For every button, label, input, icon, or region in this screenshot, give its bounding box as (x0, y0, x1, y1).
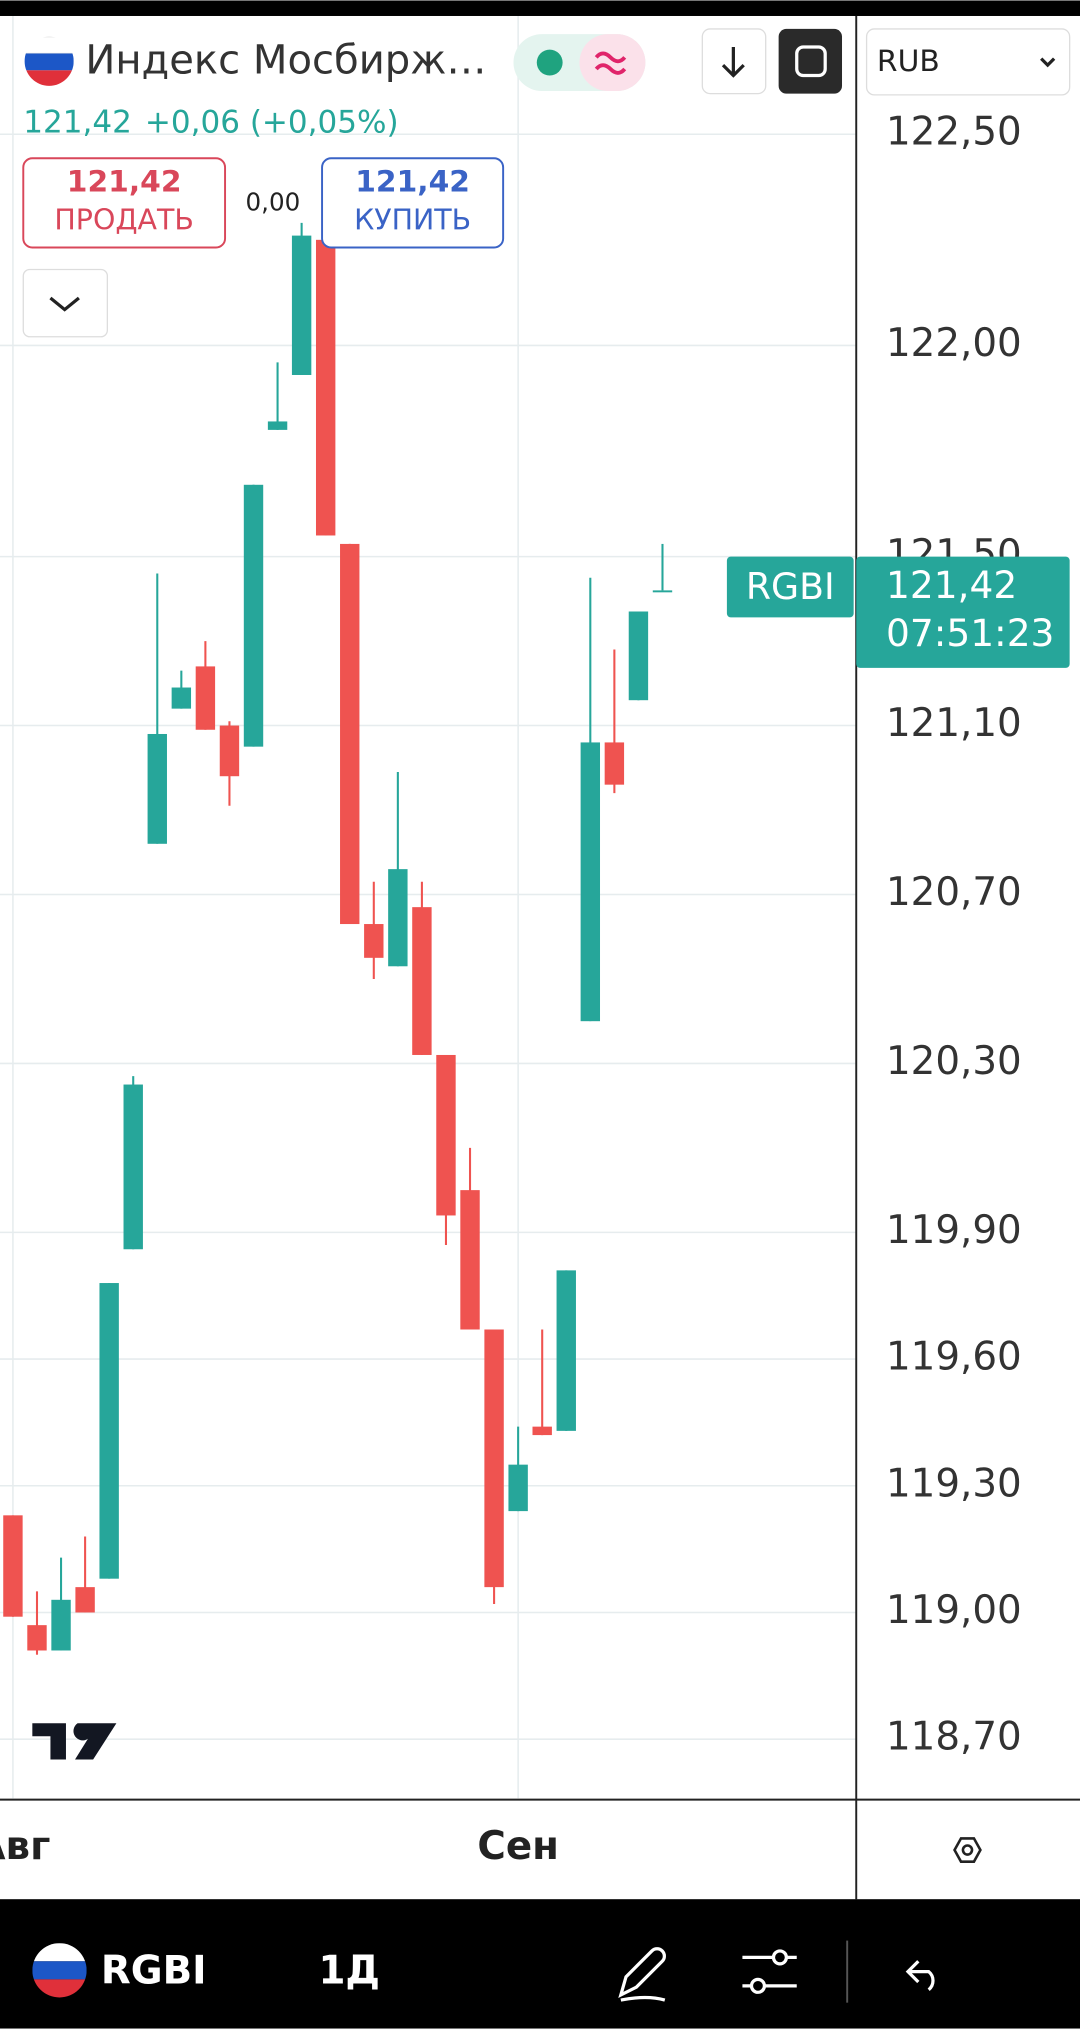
candle-body (460, 1190, 480, 1330)
settings-icon[interactable] (953, 1837, 982, 1863)
grid (0, 15, 857, 1799)
time-axis: Авг Сен (0, 1798, 1080, 1869)
y-tick-label: 119,60 (886, 1335, 1022, 1380)
sell-label: ПРОДАТЬ (54, 204, 193, 237)
y-tick-label: 122,50 (886, 110, 1022, 155)
fullscreen-icon (795, 45, 827, 78)
indicators-icon[interactable] (742, 1949, 797, 1994)
candle-body (123, 1084, 143, 1250)
logo (32, 1723, 117, 1760)
bottom-flag (32, 1943, 87, 1998)
symbol-tag (726, 556, 854, 618)
bottom-toolbar (0, 1899, 1080, 2029)
price-axis: 122,50122,00121,50121,10120,70120,30119,… (855, 15, 1022, 1900)
candle-body (580, 742, 601, 1022)
candle-body (652, 590, 673, 593)
buy-label: КУПИТЬ (354, 204, 471, 237)
price-change: +0,06 (+0,05%) (145, 104, 399, 140)
buy-price: 121,42 (355, 164, 470, 199)
candle-body (315, 239, 336, 536)
y-tick-label: 122,00 (886, 321, 1022, 366)
y-tick-label: 119,00 (886, 1588, 1022, 1633)
candle-body (99, 1283, 119, 1579)
candle-body (195, 666, 216, 730)
interval[interactable]: 1Д (318, 1948, 380, 1993)
price-tag (856, 556, 1070, 668)
flag (24, 36, 74, 86)
candle-body (219, 725, 240, 777)
candle-body (532, 1426, 552, 1436)
delayed-icon (594, 51, 627, 75)
candle-body (340, 543, 360, 925)
status-toggle-half (579, 34, 646, 92)
candle-body (412, 907, 432, 1055)
fullscreen-button[interactable] (778, 28, 843, 94)
sell-button[interactable] (22, 157, 227, 249)
y-tick-label: 120,70 (886, 870, 1022, 915)
currency-chevron (1040, 57, 1056, 68)
price-tag-countdown: 07:51:23 (886, 611, 1054, 655)
candle-body (388, 869, 408, 967)
candle-body (556, 1270, 576, 1431)
draw-tool-icon[interactable] (618, 1947, 666, 2002)
candle-body (75, 1587, 95, 1613)
candle-body (291, 235, 312, 375)
candle-body (364, 924, 384, 958)
market-open-dot (536, 49, 563, 76)
candle-body (604, 742, 625, 785)
y-tick-label: 119,90 (886, 1208, 1022, 1253)
y-tick-label: 119,30 (886, 1461, 1022, 1506)
sell-price: 121,42 (67, 164, 182, 199)
candle-body (484, 1329, 504, 1588)
candle-body (27, 1625, 47, 1651)
expand-chevron (49, 296, 80, 312)
currency-select[interactable] (865, 28, 1071, 96)
last-price: 121,42 (23, 104, 132, 140)
price-tag-price: 121,42 (886, 563, 1017, 607)
candle-body (243, 484, 264, 747)
candle-body (267, 421, 288, 430)
bottom-symbol[interactable]: RGBI (101, 1948, 207, 1993)
candles (3, 222, 673, 1655)
undo-icon[interactable] (905, 1960, 935, 1991)
y-tick-label: 120,30 (886, 1039, 1022, 1084)
y-tick-label: 121,10 (886, 701, 1022, 746)
spread: 0,00 (246, 188, 301, 217)
y-tick-label: 118,70 (886, 1715, 1022, 1760)
candle-body (51, 1599, 71, 1651)
candle-body (508, 1464, 528, 1512)
candle-body (147, 733, 167, 844)
buy-button[interactable] (321, 157, 505, 249)
candle-body (3, 1515, 23, 1617)
symbol-tag-label: RGBI (746, 565, 835, 608)
symbol-title[interactable]: Индекс Мосбирж… (85, 38, 486, 84)
settings-icon-center (961, 1844, 974, 1856)
x-tick-label: Авг (0, 1824, 50, 1869)
candle-body (171, 687, 192, 709)
x-tick-label: Сен (477, 1824, 559, 1869)
candle-body (436, 1054, 456, 1216)
expand-button[interactable] (22, 268, 108, 338)
candle-body (628, 611, 649, 701)
download-icon (721, 47, 745, 78)
status-bar (0, 0, 1080, 16)
currency-label: RUB (877, 44, 940, 79)
